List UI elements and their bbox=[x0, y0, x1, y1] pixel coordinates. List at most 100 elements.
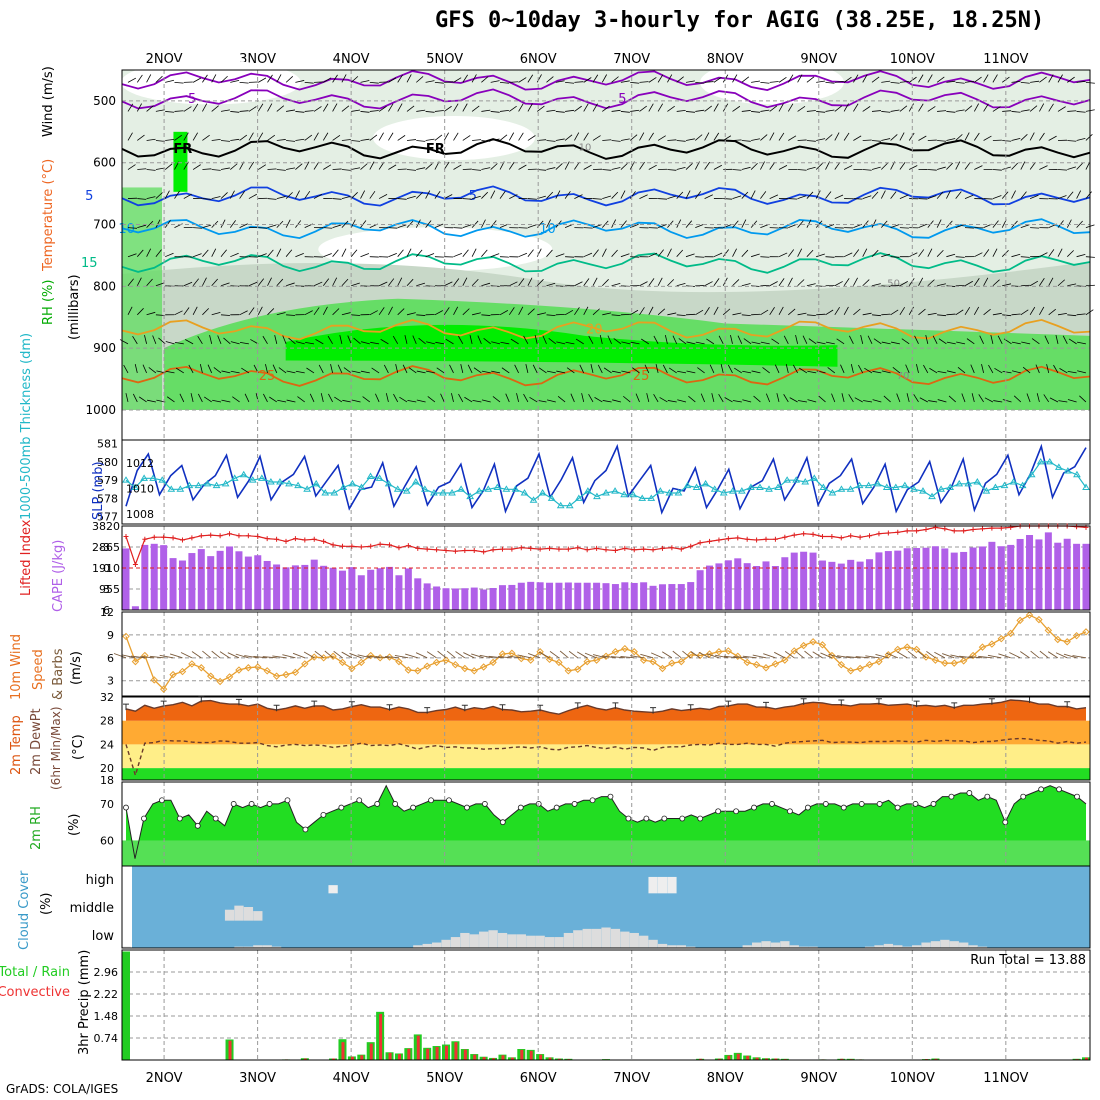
thickness-point bbox=[221, 479, 230, 487]
contour-line bbox=[121, 185, 1091, 207]
wind-barb bbox=[760, 341, 770, 345]
wind-barb bbox=[220, 314, 231, 316]
wind-speed-point bbox=[1007, 629, 1015, 638]
wind-barb-10m bbox=[292, 652, 305, 659]
wind-speed-point bbox=[432, 658, 441, 667]
wind-barb bbox=[825, 161, 831, 170]
wind-barb bbox=[322, 278, 330, 286]
lifted-index-point bbox=[801, 531, 807, 537]
lifted-index-point bbox=[575, 545, 581, 551]
wind-barb bbox=[937, 283, 946, 287]
wind-barb bbox=[871, 283, 881, 287]
wind-barb bbox=[1085, 191, 1092, 199]
lifted-index-point bbox=[772, 536, 778, 542]
wind-barb bbox=[630, 341, 640, 345]
wind-barb bbox=[688, 395, 696, 403]
thickness-point bbox=[783, 476, 792, 483]
wind-barb bbox=[862, 106, 871, 112]
lifted-index-point bbox=[217, 533, 223, 539]
wind-barb-10m bbox=[1063, 653, 1077, 659]
wind-barb bbox=[499, 223, 509, 229]
wind-barb bbox=[871, 191, 879, 199]
wind-speed-point bbox=[122, 632, 130, 641]
wind-barb bbox=[787, 74, 794, 83]
temp-max-bar bbox=[424, 707, 431, 714]
wind-barb bbox=[1039, 278, 1045, 286]
contour-label: 25 bbox=[633, 369, 650, 384]
wind-barb bbox=[276, 105, 285, 112]
wind-barb bbox=[353, 337, 361, 345]
thickness-point bbox=[475, 487, 484, 494]
wind-barb bbox=[288, 337, 296, 345]
wind-barb bbox=[946, 111, 956, 113]
wind-speed-point bbox=[310, 653, 318, 661]
rh2m-point bbox=[804, 804, 811, 811]
cape-bar bbox=[837, 563, 845, 610]
wind-speed-point bbox=[734, 652, 742, 660]
wind-barb bbox=[318, 364, 324, 374]
wind-barb bbox=[546, 249, 553, 257]
wind-barb-10m bbox=[752, 654, 767, 659]
wind-barb bbox=[350, 192, 358, 199]
wind-speed-point bbox=[329, 652, 337, 660]
wind-barb bbox=[202, 198, 212, 200]
wind-barb bbox=[620, 138, 630, 141]
wind-barb bbox=[434, 110, 444, 112]
wind-barb bbox=[769, 161, 776, 170]
wind-barb bbox=[555, 111, 565, 113]
wind-barb bbox=[416, 109, 426, 112]
cape-bar bbox=[828, 561, 836, 610]
wind-barb bbox=[676, 76, 684, 83]
wind-barb bbox=[537, 312, 547, 316]
wind-barb bbox=[341, 169, 351, 171]
wind-barb bbox=[527, 308, 535, 316]
wind-barb bbox=[648, 306, 654, 315]
wind-barb bbox=[769, 281, 778, 287]
wind-barb bbox=[350, 249, 358, 257]
wind-barb bbox=[146, 311, 156, 316]
rh2m-point bbox=[194, 822, 201, 829]
wind-barb bbox=[369, 110, 379, 112]
wind-barb bbox=[548, 338, 557, 345]
cloud-high-bar bbox=[657, 876, 668, 894]
wind-barb bbox=[806, 110, 816, 112]
wind-barb bbox=[751, 138, 761, 141]
temp-tick: 24 bbox=[100, 738, 114, 751]
thickness-point bbox=[1027, 470, 1036, 478]
wind-barb bbox=[529, 396, 538, 403]
wind-barb bbox=[862, 169, 872, 171]
wind-barb bbox=[444, 81, 454, 83]
cape-bar bbox=[508, 584, 516, 610]
wind-barb-10m bbox=[763, 653, 776, 659]
wind-barb bbox=[1001, 191, 1009, 199]
wind-barb bbox=[629, 191, 636, 199]
wind-barb bbox=[416, 140, 426, 142]
rh2m-point bbox=[1020, 793, 1027, 800]
wind-barb bbox=[258, 253, 267, 258]
rh2m-point bbox=[535, 801, 542, 807]
wind-barb-10m bbox=[559, 650, 569, 659]
thickness-point bbox=[1082, 483, 1090, 490]
lifted-index-point bbox=[838, 535, 844, 541]
wind-barb-10m bbox=[897, 651, 908, 659]
temp-band-mid bbox=[122, 720, 1090, 745]
wind-barb bbox=[491, 341, 501, 345]
wind-barb bbox=[127, 306, 133, 315]
wind-barb bbox=[404, 335, 408, 344]
wind-barb-10m bbox=[463, 652, 475, 659]
wind-barb bbox=[1076, 162, 1084, 170]
wind-barb bbox=[388, 164, 397, 170]
rh-left-blob bbox=[173, 131, 188, 192]
wind-barb-10m bbox=[723, 655, 738, 659]
wind-barb bbox=[239, 110, 249, 112]
wind-barb bbox=[165, 79, 175, 83]
cape-bar bbox=[320, 565, 328, 610]
wind-speed-point bbox=[254, 663, 262, 671]
rh2m-point bbox=[212, 815, 219, 822]
wind-speed-point bbox=[677, 657, 686, 666]
wind-barb bbox=[425, 190, 431, 199]
lifted-index-point bbox=[641, 546, 647, 552]
x-tick-label-top: 7NOV bbox=[613, 52, 650, 67]
lifted-index-point bbox=[490, 547, 496, 553]
wind-barb bbox=[380, 338, 389, 345]
